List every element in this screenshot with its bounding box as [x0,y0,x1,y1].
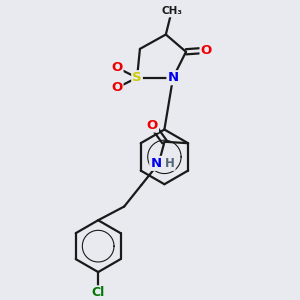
Text: CH₃: CH₃ [161,7,182,16]
Text: N: N [167,71,178,84]
Text: S: S [132,71,142,84]
Text: Cl: Cl [92,286,105,299]
Text: O: O [111,61,122,74]
Text: O: O [200,44,212,57]
Text: H: H [165,157,175,170]
Text: O: O [111,81,122,94]
Text: N: N [150,157,161,170]
Text: O: O [147,118,158,132]
